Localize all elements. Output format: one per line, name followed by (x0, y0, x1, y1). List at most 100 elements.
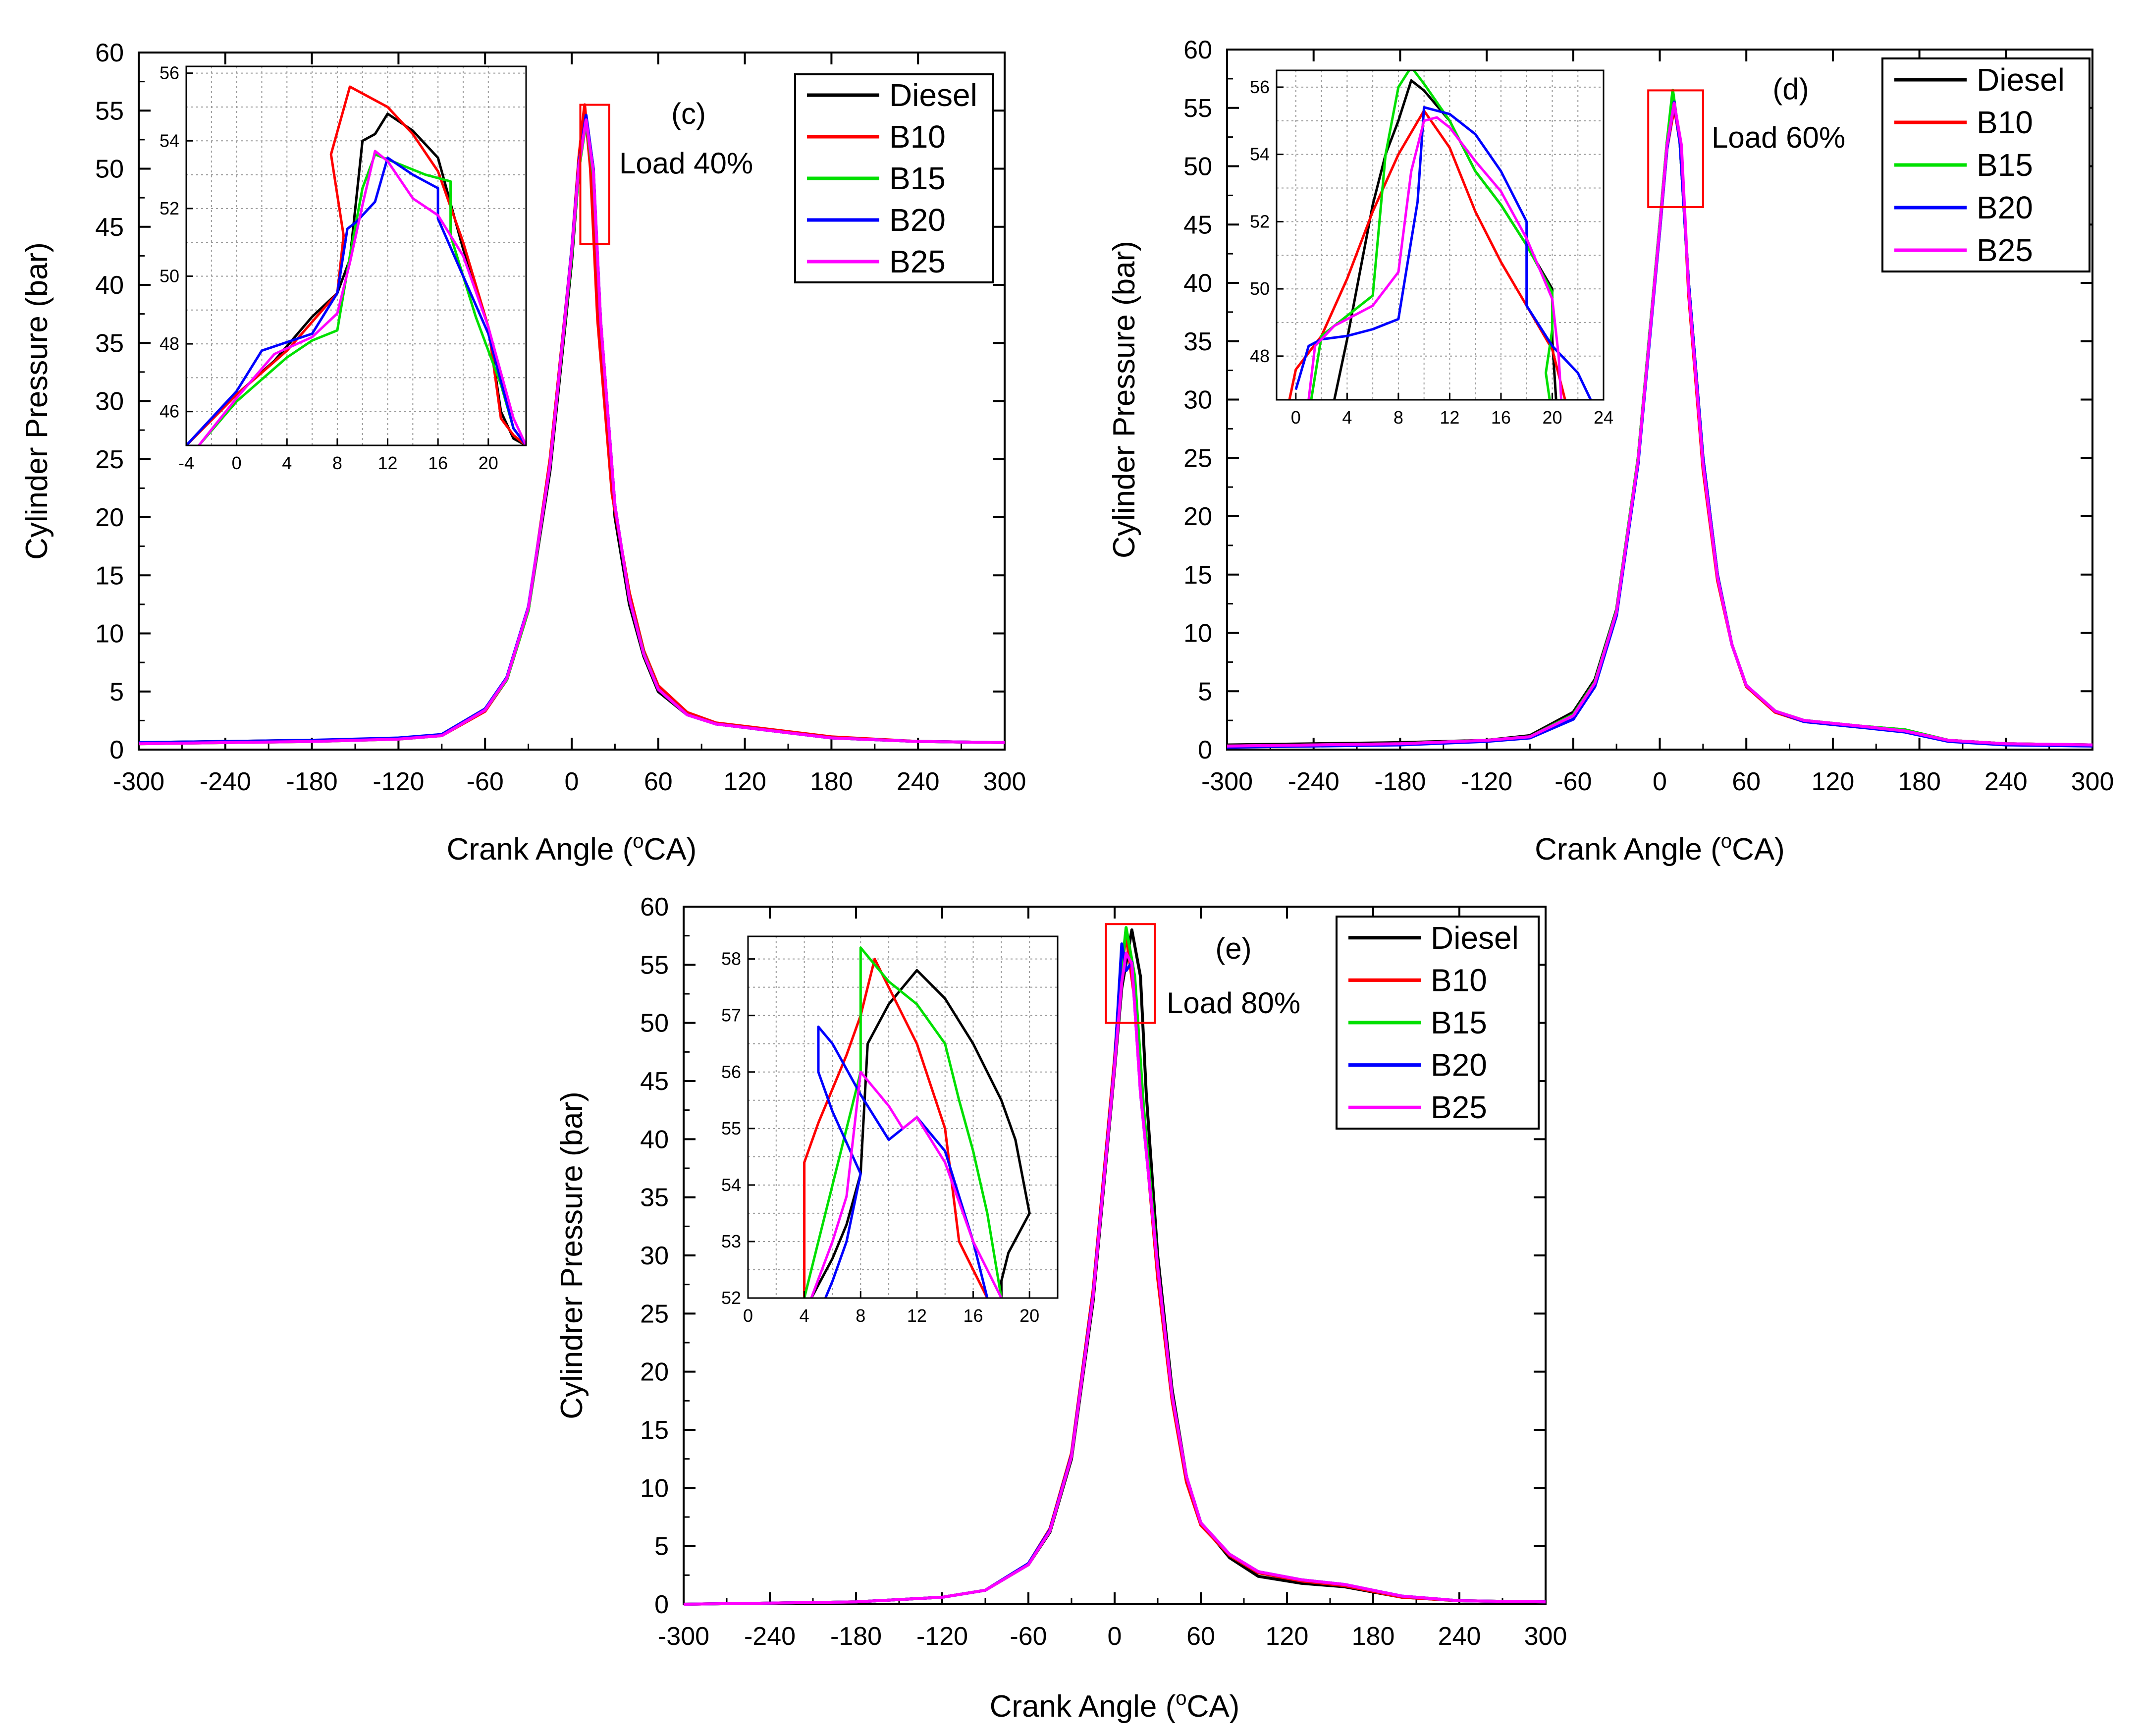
inset-y-tick-label: 50 (160, 266, 179, 286)
y-tick-label: 20 (1183, 502, 1212, 531)
inset-y-tick-label: 52 (160, 198, 179, 218)
x-tick-label: 0 (565, 767, 579, 796)
inset-series-line-b25 (1307, 116, 1563, 400)
x-tick-label: 120 (1812, 767, 1855, 796)
inset-x-tick-label: 8 (1394, 407, 1403, 428)
x-tick-label: 300 (2071, 767, 2114, 796)
y-tick-label: 45 (640, 1067, 669, 1096)
y-tick-label: 45 (1183, 211, 1212, 239)
x-axis-label: Crank Angle (oCA) (1535, 830, 1785, 867)
inset-x-tick-label: 12 (377, 453, 397, 473)
y-tick-label: 30 (640, 1242, 669, 1270)
legend-label: B25 (1431, 1089, 1487, 1125)
inset-y-tick-label: 54 (1250, 144, 1270, 164)
y-tick-label: 45 (95, 213, 124, 242)
x-tick-label: -300 (658, 1622, 709, 1651)
inset-y-tick-label: 57 (721, 1005, 741, 1026)
y-tick-label: 0 (1198, 736, 1212, 764)
legend-label: B15 (1977, 147, 2033, 183)
inset-series-line-b15 (1310, 70, 1554, 400)
y-tick-label: 35 (640, 1184, 669, 1212)
highlight-box (1647, 89, 1704, 208)
panel-label: (e) (1215, 932, 1251, 965)
y-tick-label: 20 (640, 1358, 669, 1387)
legend-label: B20 (889, 202, 946, 238)
inset-x-tick-label: 16 (428, 453, 448, 473)
x-tick-label: 60 (1732, 767, 1761, 796)
chart-panel-e: -300 -240 -180 -120 -60 0 60 120 180 240 300051015… (555, 893, 1567, 1724)
inset-x-tick-label: 0 (232, 453, 242, 473)
y-tick-label: 10 (1183, 619, 1212, 648)
inset-y-tick-label: 56 (1250, 77, 1270, 97)
inset-x-tick-label: 12 (907, 1305, 927, 1326)
legend: Diesel B10 B15 B20 B25 (1336, 916, 1540, 1130)
inset-frame (1276, 69, 1605, 401)
x-tick-label: -240 (744, 1622, 796, 1651)
x-tick-label: 0 (1653, 767, 1667, 796)
inset-x-tick-label: 24 (1594, 407, 1613, 428)
legend-label: B20 (1977, 190, 2033, 225)
inset-x-tick-label: 20 (1542, 407, 1562, 428)
inset-frame (185, 65, 527, 446)
x-axis-label: Crank Angle (oCA) (990, 1687, 1240, 1724)
x-tick-label: 60 (1186, 1622, 1215, 1651)
y-axis-label: Cylindrer Pressure (bar) (555, 1091, 589, 1419)
highlight-box (579, 104, 610, 245)
legend-label: B20 (1431, 1047, 1487, 1083)
inset-x-tick-label: 20 (479, 453, 498, 473)
x-tick-label: 300 (983, 767, 1026, 796)
y-tick-label: 0 (109, 736, 124, 764)
inset-series-line-b25 (198, 150, 526, 445)
y-tick-label: 40 (95, 271, 124, 300)
x-tick-label: -120 (373, 767, 424, 796)
inset-y-tick-label: 58 (721, 949, 741, 969)
x-tick-label: -60 (467, 767, 504, 796)
legend-label: Diesel (1431, 920, 1519, 956)
y-tick-label: 30 (1183, 386, 1212, 415)
y-tick-label: 50 (95, 155, 124, 184)
panel-label: (d) (1772, 72, 1809, 106)
x-tick-label: -300 (1201, 767, 1253, 796)
series-line-b25 (683, 951, 1546, 1606)
inset-frame (747, 935, 1059, 1299)
y-tick-label: 10 (95, 620, 124, 649)
x-tick-label: -180 (286, 767, 338, 796)
inset-y-tick-label: 56 (721, 1062, 741, 1082)
legend-label: B10 (889, 119, 946, 155)
x-tick-label: 240 (1438, 1622, 1481, 1651)
y-tick-label: 55 (640, 951, 669, 979)
y-tick-label: 55 (1183, 94, 1212, 123)
y-tick-label: 60 (1183, 36, 1212, 64)
inset-bg (748, 936, 1058, 1298)
inset-x-tick-label: 16 (1491, 407, 1511, 428)
inset-y-tick-label: 52 (721, 1288, 741, 1308)
x-axis-label: Crank Angle (oCA) (447, 830, 697, 867)
y-tick-label: 0 (654, 1590, 669, 1619)
x-axis-label-sup: o (633, 830, 643, 852)
inset-y-tick-label: 50 (1250, 278, 1270, 299)
panel-label: (c) (671, 97, 706, 130)
y-tick-label: 5 (1198, 677, 1212, 706)
inset-x-tick-label: 4 (282, 453, 292, 473)
load-label: Load 40% (619, 147, 753, 180)
inset-y-tick-label: 54 (160, 130, 179, 151)
x-tick-label: -180 (830, 1622, 882, 1651)
x-tick-label: 300 (1524, 1622, 1567, 1651)
legend-label: B10 (1431, 962, 1487, 998)
x-axis-label-sup: o (1721, 830, 1732, 852)
inset-x-tick-label: 8 (856, 1305, 865, 1326)
x-tick-label: -300 (113, 767, 164, 796)
x-tick-label: -240 (1288, 767, 1340, 796)
y-tick-label: 5 (109, 678, 124, 706)
y-tick-label: 40 (640, 1125, 669, 1154)
x-tick-label: 240 (1984, 767, 2028, 796)
legend-label: B25 (889, 244, 946, 279)
y-tick-label: 60 (640, 893, 669, 922)
y-tick-label: 25 (640, 1300, 669, 1328)
inset-series-line-b20 (186, 156, 526, 445)
chart-panel-c: -300 -240 -180 -120 -60 0 60 120 180 240 300051015… (20, 39, 1026, 867)
y-tick-label: 35 (95, 329, 124, 358)
